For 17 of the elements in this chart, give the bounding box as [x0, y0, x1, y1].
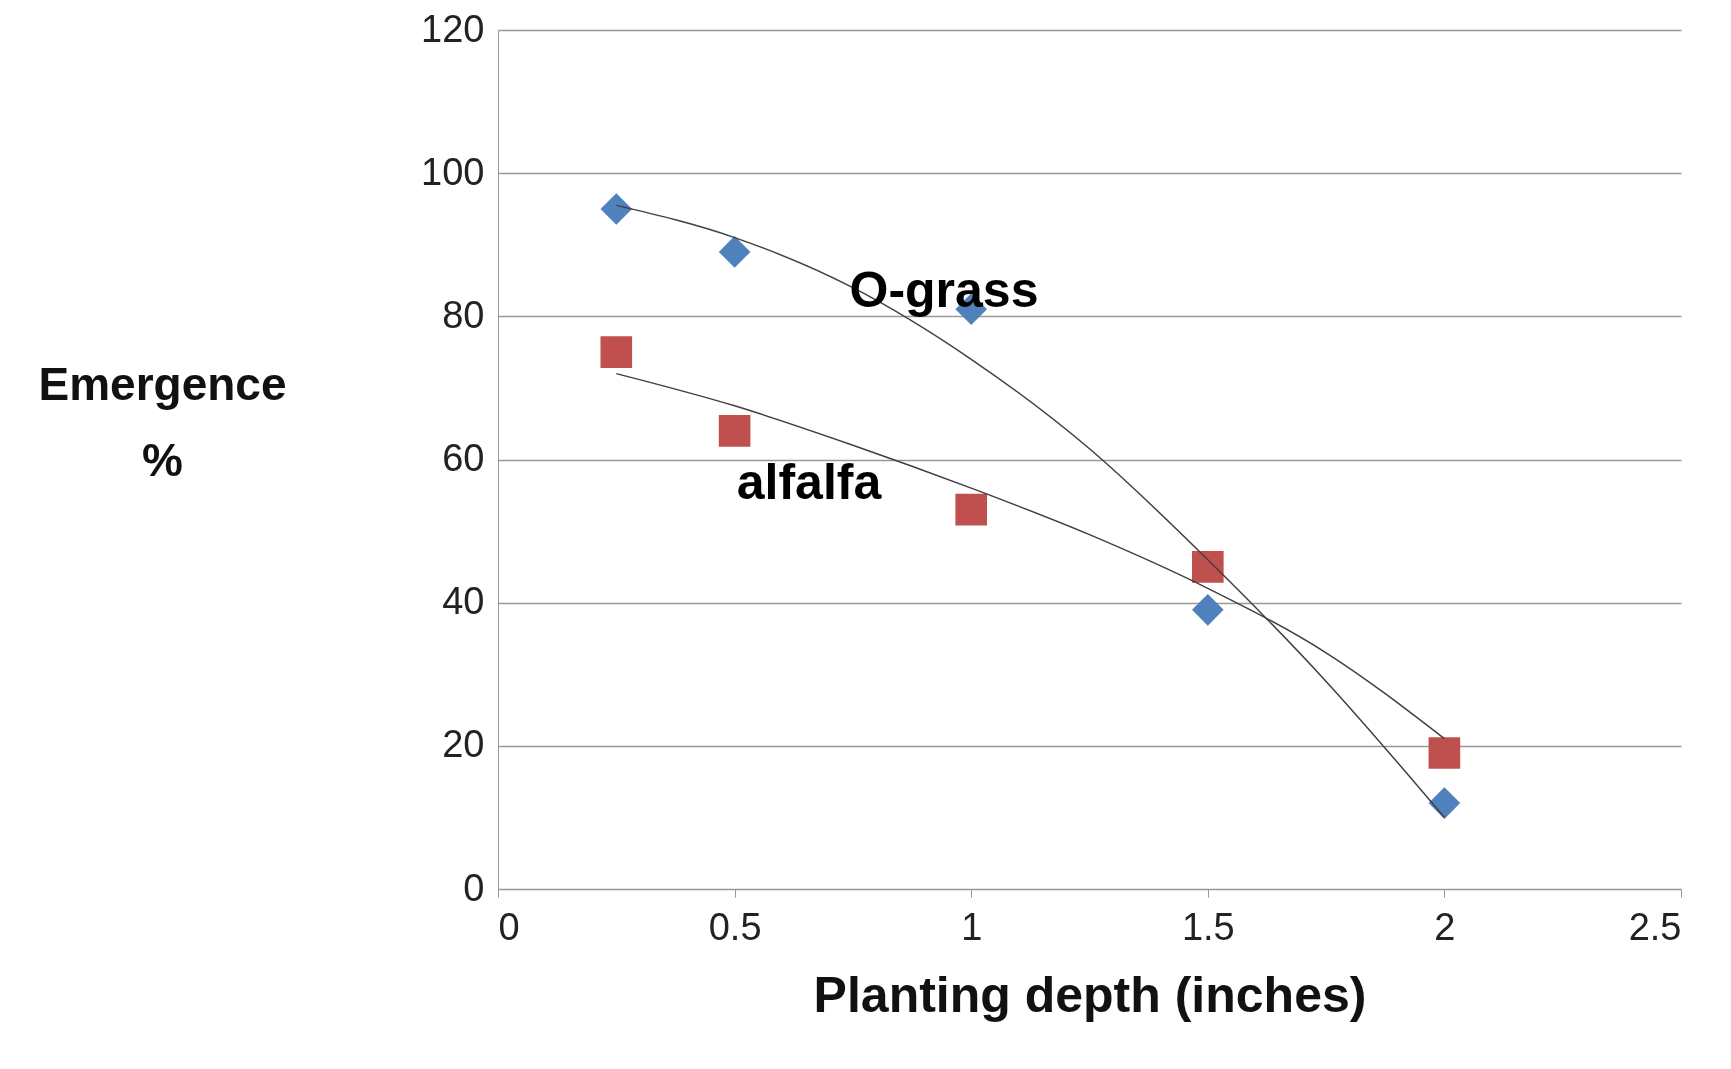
y-tick-label: 60 — [442, 437, 485, 479]
x-tick-label: 2.5 — [1628, 905, 1682, 948]
x-tick-label: 1.5 — [1181, 905, 1235, 948]
annotation: alfalfa — [736, 454, 883, 510]
x-tick-label: 2 — [1434, 905, 1456, 948]
y-axis-title: Emergence % — [38, 357, 287, 486]
x-tick-label: 0 — [498, 905, 520, 948]
y-tick-label: 120 — [421, 7, 485, 50]
annotation: O-grass — [849, 262, 1039, 318]
y-tick-label: 0 — [463, 866, 485, 909]
x-axis-title: Planting depth (inches) — [813, 966, 1367, 1023]
x-tick-label: 1 — [961, 905, 983, 948]
y-tick-label: 100 — [421, 150, 485, 193]
y-tick-label: 20 — [442, 723, 485, 766]
y-tick-label: 40 — [442, 580, 485, 623]
y-tick-label: 80 — [442, 293, 485, 336]
x-tick-label: 0.5 — [708, 905, 762, 948]
